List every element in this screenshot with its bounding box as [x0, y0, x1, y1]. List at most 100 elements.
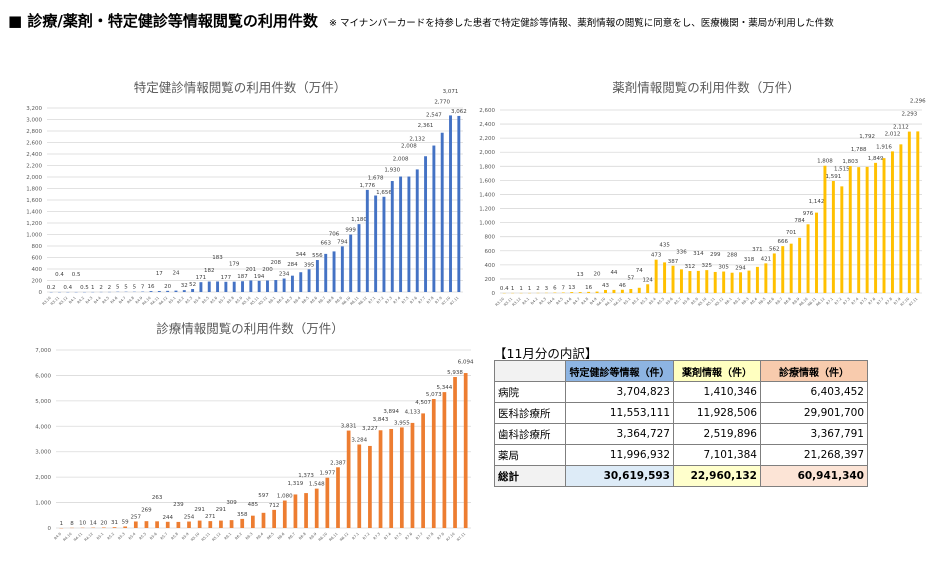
bar	[789, 243, 793, 293]
data-label: 1,916	[876, 145, 892, 151]
x-tick-label: R7.8	[426, 531, 435, 540]
row-label: 病院	[494, 381, 566, 403]
x-tick-label: R4.12	[84, 532, 94, 542]
x-tick-label: R4.9	[135, 295, 144, 304]
x-tick-label: R7.8	[885, 296, 894, 305]
data-label: 3,894	[383, 409, 399, 415]
data-label: 14	[90, 521, 97, 527]
data-label: 666	[777, 239, 788, 245]
x-tick-label: R7.4	[851, 296, 860, 305]
table-total-row: 総計 30,619,593 22,960,132 60,941,340	[494, 465, 868, 487]
x-tick-label: R4.11	[150, 296, 160, 306]
table-header-medical: 診療情報（件）	[760, 360, 868, 382]
data-label: 254	[184, 515, 195, 521]
x-tick-label: R7.9	[436, 531, 445, 540]
data-label: 344	[296, 252, 307, 258]
bar	[232, 281, 236, 292]
bar	[823, 165, 827, 293]
bar	[191, 289, 195, 292]
x-tick-label: R5.11	[201, 532, 211, 542]
x-tick-label: R6.5	[266, 532, 275, 541]
bar	[266, 280, 269, 292]
y-tick-label: 600	[32, 256, 43, 262]
y-tick-label: 4,000	[35, 424, 51, 430]
x-tick-label: R6.11	[349, 296, 359, 306]
cell-medication: 7,101,384	[673, 444, 761, 466]
data-label: 16	[585, 285, 592, 291]
data-label: 10	[79, 521, 86, 527]
data-label: 1,788	[851, 147, 867, 153]
data-label: 325	[702, 263, 713, 269]
data-label: 2,547	[426, 113, 442, 119]
x-tick-label: R5.3	[117, 532, 126, 541]
x-tick-label: R5.7	[218, 296, 227, 305]
y-tick-label: 1,000	[479, 221, 495, 227]
data-label: 2,008	[401, 144, 417, 150]
data-label: 234	[279, 272, 290, 278]
bar	[208, 521, 213, 528]
x-tick-label: R7.5	[859, 297, 868, 306]
x-tick-label: R4.3	[85, 296, 94, 305]
data-label: 1,656	[376, 190, 392, 196]
data-label: 257	[131, 514, 142, 520]
bar	[346, 430, 351, 528]
bar	[798, 237, 802, 293]
data-label: 395	[304, 262, 315, 268]
x-tick-label: R6.2	[733, 297, 742, 306]
bar	[197, 520, 202, 528]
bar	[112, 527, 117, 528]
bar	[187, 521, 191, 528]
x-tick-label: R5.12	[258, 296, 268, 306]
chart-health-checkup: 0 200 400 600 800 1,000 1,200 1,400 1,600 1,800 2,…	[26, 89, 466, 306]
x-tick-label: R6.9	[792, 296, 801, 305]
cell-medication: 2,519,896	[673, 423, 761, 445]
data-label: 1,319	[288, 481, 304, 487]
bar	[449, 115, 452, 292]
x-tick-label: R7.1	[368, 296, 377, 305]
data-label: 299	[710, 252, 721, 258]
bar	[240, 518, 245, 528]
data-label: 1	[511, 286, 514, 292]
x-tick-label: R6.11	[328, 532, 338, 542]
bar	[144, 521, 149, 528]
data-label: 59	[122, 519, 129, 525]
bar	[424, 156, 428, 292]
x-tick-label: R4.1	[522, 297, 531, 306]
x-tick-label: R4.10	[596, 296, 607, 307]
x-tick-label: R5.9	[181, 531, 190, 540]
x-tick-label: R6.10	[318, 531, 329, 542]
cell-checkup: 11,996,932	[565, 444, 674, 466]
data-label: 1,803	[842, 159, 858, 165]
data-label: 5	[116, 285, 120, 291]
x-tick-label: R5.10	[190, 531, 201, 542]
data-label: 1,515	[834, 166, 850, 172]
x-tick-label: R7.3	[842, 297, 851, 306]
data-label: 0.4	[500, 286, 509, 292]
data-label: 291	[194, 507, 205, 513]
bar	[219, 520, 223, 528]
x-tick-label: R4.6	[564, 296, 573, 305]
y-tick-label: 200	[485, 277, 496, 283]
page-note: ※ マイナンバーカードを持参した患者で特定健診等情報、薬剤情報の閲覧に同意をし、…	[328, 18, 834, 29]
bar	[463, 373, 468, 528]
x-tick-label: R7.2	[834, 297, 843, 306]
bar	[654, 259, 658, 293]
x-tick-label: R7.6	[409, 295, 418, 304]
data-label: 1,591	[826, 174, 842, 180]
data-label: 2,293	[901, 112, 917, 118]
x-tick-label: R4.1	[68, 296, 77, 305]
data-label: 187	[237, 274, 248, 280]
bar	[324, 253, 328, 292]
data-label: 663	[320, 240, 331, 246]
bar	[747, 270, 751, 293]
data-label: 562	[769, 246, 780, 252]
y-tick-label: 5,000	[35, 399, 51, 405]
data-label: 435	[659, 242, 670, 248]
x-tick-label: R5.11	[706, 297, 716, 307]
x-tick-label: R7.7	[876, 297, 885, 306]
data-label: 1,080	[277, 494, 293, 500]
data-label: 0.2	[47, 285, 56, 291]
bar	[815, 212, 818, 293]
table-caption: 【11月分の内訳】	[494, 346, 598, 361]
bar	[336, 467, 340, 528]
